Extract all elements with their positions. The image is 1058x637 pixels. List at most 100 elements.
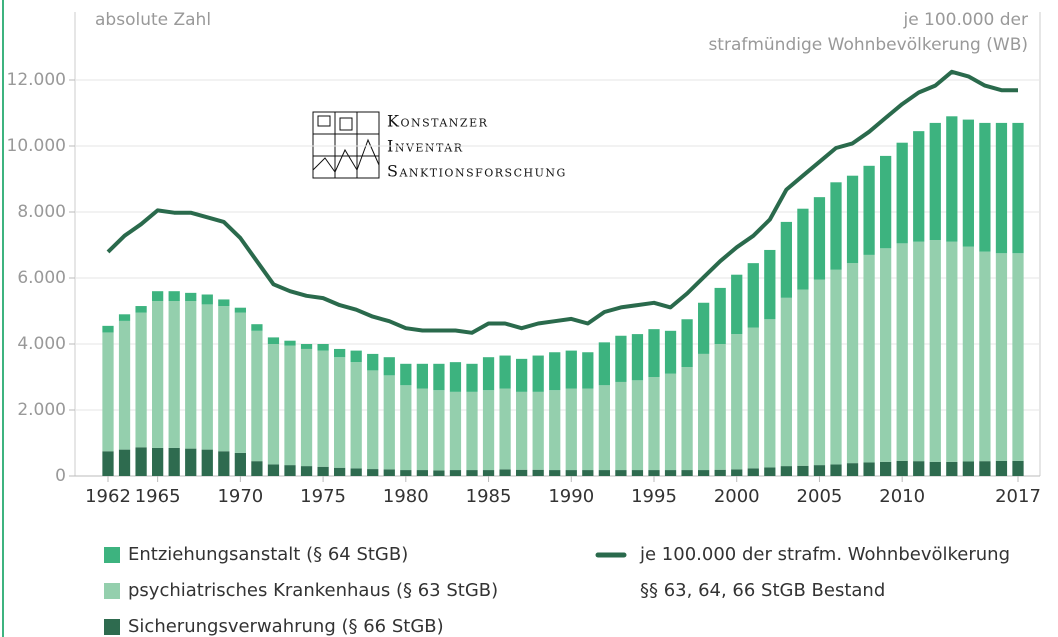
x-tick-label: 1965 xyxy=(135,486,181,507)
bar-segment xyxy=(334,348,346,358)
bar-segment xyxy=(764,249,776,320)
bar-segment xyxy=(499,469,511,476)
x-tick-label: 2017 xyxy=(995,486,1041,507)
bar-segment xyxy=(135,447,147,476)
bar-segment xyxy=(747,327,759,469)
y-tick-label: 8.000 xyxy=(17,202,66,222)
bar-segment xyxy=(267,464,280,476)
y-tick-label: 2.000 xyxy=(17,400,66,420)
bar-segment xyxy=(549,470,561,476)
bar-segment xyxy=(383,357,395,376)
legend-swatch xyxy=(104,619,120,635)
bar-segment xyxy=(449,470,462,476)
bar-segment xyxy=(499,388,511,470)
bar-segment xyxy=(946,241,958,462)
bar-segment xyxy=(532,391,544,470)
bar-segment xyxy=(846,175,859,264)
bar-segment xyxy=(880,248,892,462)
bar-segment xyxy=(284,340,296,346)
bar-segment xyxy=(631,380,644,471)
bar-segment xyxy=(929,122,941,241)
bar-segment xyxy=(598,342,610,386)
bar-segment xyxy=(714,469,726,476)
bar-segment xyxy=(251,330,263,462)
bar-segment xyxy=(681,470,693,476)
bar-segment xyxy=(598,385,610,471)
logo xyxy=(312,111,380,179)
legend-label: psychiatrisches Krankenhaus (§ 63 StGB) xyxy=(128,580,498,601)
bar-segment xyxy=(400,470,412,476)
bar-segment xyxy=(648,377,660,471)
bar-segment xyxy=(664,373,677,471)
bar-segment xyxy=(218,451,230,476)
x-tick-label: 1990 xyxy=(548,486,594,507)
x-tick-label: 2010 xyxy=(879,486,925,507)
bar-segment xyxy=(780,221,792,298)
bar-segment xyxy=(797,465,809,476)
bar-segment xyxy=(118,320,131,450)
bar-segment xyxy=(185,292,197,302)
bar-segment xyxy=(516,469,528,476)
y-tick-label: 10.000 xyxy=(7,136,66,156)
bar-segment xyxy=(218,306,230,452)
bar-segment xyxy=(565,350,577,389)
bar-segment xyxy=(516,391,528,470)
bar-segment xyxy=(880,155,892,249)
bar-segment xyxy=(234,452,246,476)
bar-segment xyxy=(185,448,197,476)
bar-segment xyxy=(731,469,743,476)
bar-segment xyxy=(846,463,859,476)
bar-segment xyxy=(830,464,842,476)
bar-segment xyxy=(664,470,677,476)
bar-segment xyxy=(830,182,842,270)
bar-segment xyxy=(780,466,792,476)
legend-label: Entziehungsanstalt (§ 64 StGB) xyxy=(128,544,408,565)
bar-segment xyxy=(218,299,230,307)
bar-segment xyxy=(284,465,296,476)
bar-segment xyxy=(118,449,131,476)
bar-segment xyxy=(946,461,958,476)
bar-segment xyxy=(251,324,263,331)
y2-axis-label: strafmündige Wohnbevölkerung (WB) xyxy=(708,35,1028,55)
bar-segment xyxy=(317,344,329,351)
bar-segment xyxy=(631,334,644,381)
bar-segment xyxy=(317,350,329,467)
bar-segment xyxy=(152,301,164,448)
bar-segment xyxy=(482,390,495,471)
bar-segment xyxy=(549,390,561,471)
bar-segment xyxy=(979,461,991,476)
bar-segment xyxy=(962,461,974,476)
y-tick-label: 6.000 xyxy=(17,268,66,288)
logo-text: Sanktionsforschung xyxy=(387,162,567,181)
bar-segment xyxy=(880,461,892,476)
x-tick-label: 2005 xyxy=(797,486,843,507)
bar-segment xyxy=(152,447,164,476)
x-tick-label: 1962 xyxy=(85,486,131,507)
bar-segment xyxy=(995,460,1008,476)
bar-segment xyxy=(350,350,362,363)
x-tick-label: 1980 xyxy=(383,486,429,507)
bar-segment xyxy=(946,116,958,242)
legend-swatch xyxy=(104,547,120,563)
bar-segment xyxy=(698,302,710,354)
bar-segment xyxy=(1012,460,1024,476)
bar-segment xyxy=(896,460,908,476)
bar-segment xyxy=(433,390,445,471)
bar-segment xyxy=(813,279,826,466)
bar-segment xyxy=(681,319,693,368)
bar-segment xyxy=(582,388,594,471)
bar-segment xyxy=(582,470,594,476)
bar-segment xyxy=(400,363,412,386)
bar-segment xyxy=(383,375,395,470)
bar-segment xyxy=(979,122,991,252)
legend-note: §§ 63, 64, 66 StGB Bestand xyxy=(640,580,885,601)
bar-segment xyxy=(367,469,379,476)
bar-segment xyxy=(482,470,495,476)
bar-segment xyxy=(168,447,180,476)
x-tick-label: 1975 xyxy=(300,486,346,507)
bar-segment xyxy=(995,253,1008,461)
bar-segment xyxy=(929,240,941,462)
bar-segment xyxy=(168,301,180,448)
bar-segment xyxy=(648,470,660,476)
